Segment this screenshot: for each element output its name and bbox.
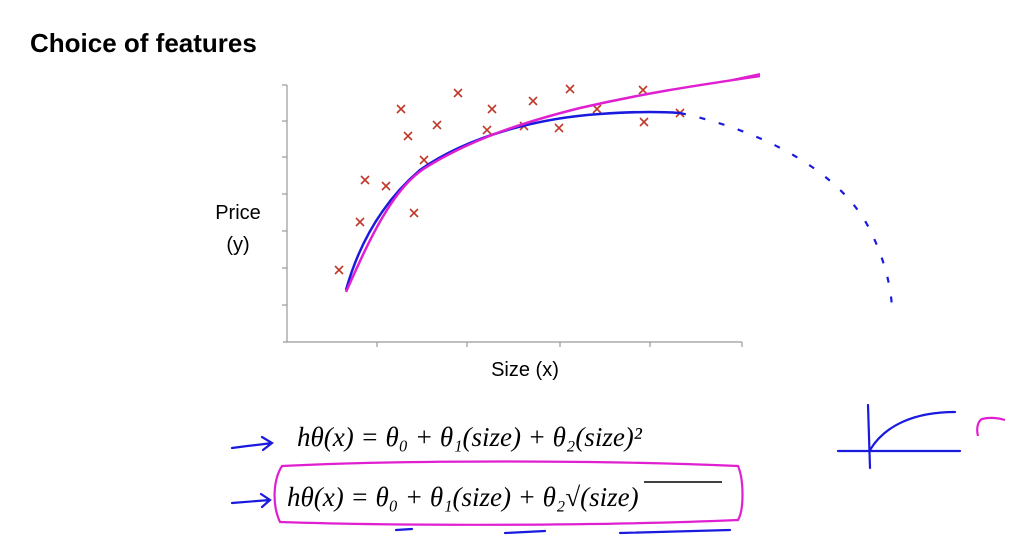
- cross-marker: [396, 104, 406, 114]
- annotations: [230, 403, 962, 535]
- slide-title: Choice of features: [30, 28, 257, 58]
- cross-marker: [355, 217, 365, 227]
- cross-marker: [432, 120, 442, 130]
- cross-marker: [554, 123, 564, 133]
- y-label: Price: [215, 202, 261, 224]
- cross-marker: [482, 125, 492, 135]
- arrow: [230, 492, 272, 509]
- cross-marker: [592, 104, 602, 114]
- cross-marker: [487, 104, 497, 114]
- sqrt-fit-curve: [731, 73, 761, 81]
- data-points: [334, 84, 685, 275]
- extrapolation: [679, 111, 894, 313]
- sqrt-fit-curve: [344, 74, 761, 293]
- formula: hθ(x) = θ₀ + θ₁(size) + θ₂√(size): [287, 482, 639, 512]
- underline: [503, 529, 547, 535]
- formula: hθ(x) = θ₀ + θ₁(size) + θ₂(size)²: [297, 422, 643, 452]
- cross-marker: [403, 131, 413, 141]
- y-label: (y): [226, 234, 249, 256]
- cross-marker: [334, 265, 344, 275]
- cross-marker: [409, 208, 419, 218]
- cross-marker: [453, 88, 463, 98]
- highlight-box: [273, 460, 744, 526]
- cross-marker: [565, 84, 575, 94]
- underline: [394, 527, 414, 532]
- sketch: [976, 416, 1006, 437]
- cross-marker: [419, 155, 429, 165]
- cross-marker: [639, 117, 649, 127]
- cross-marker: [528, 96, 538, 106]
- underline: [618, 528, 732, 535]
- sketch: [836, 403, 962, 470]
- arrow: [230, 435, 274, 452]
- cross-marker: [360, 175, 370, 185]
- axes: [282, 84, 743, 347]
- cross-marker: [638, 85, 648, 95]
- cross-marker: [381, 181, 391, 191]
- x-label: Size (x): [491, 359, 559, 381]
